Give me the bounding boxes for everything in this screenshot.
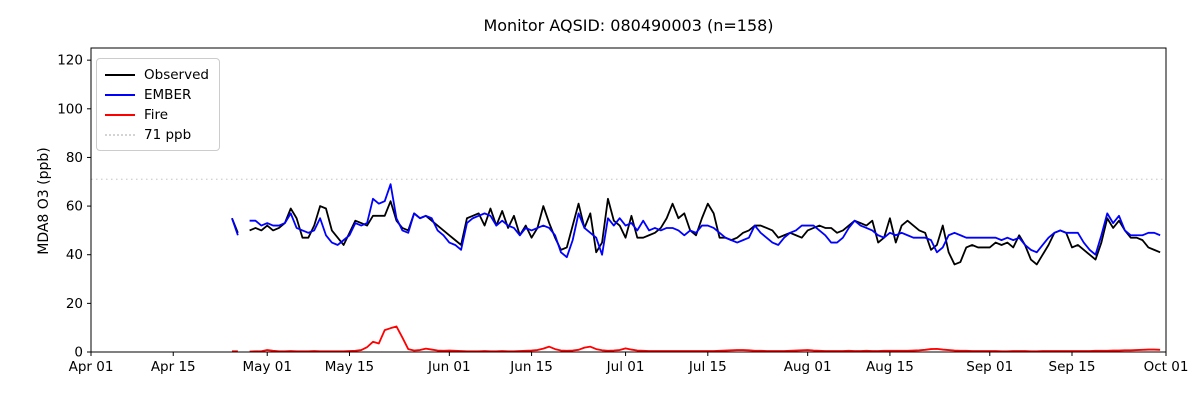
plot-area [91, 178, 1166, 353]
x-tick-label: Jul 15 [688, 359, 727, 375]
plot-frame [90, 47, 1167, 353]
threshold-line-sample [105, 134, 135, 136]
y-tick-label: 40 [66, 247, 83, 263]
legend-item-ember: EMBER [105, 85, 211, 105]
x-tick-label: Jun 01 [427, 359, 471, 375]
x-tick-label: May 01 [243, 359, 292, 375]
observed-line-sample [105, 74, 135, 76]
x-tick-label: Jul 01 [606, 359, 645, 375]
chart-title: Monitor AQSID: 080490003 (n=158) [483, 16, 774, 35]
legend-item-threshold: 71 ppb [105, 125, 211, 145]
y-tick-label: 80 [66, 150, 83, 166]
y-axis-label: MDA8 O3 (ppb) [36, 147, 52, 255]
axes: 0 20 40 60 80 100 120 Apr 01 Apr 15 May 01 May 15 J… [57, 47, 1189, 375]
fire-line-sample [105, 114, 135, 116]
legend-item-fire: Fire [105, 105, 211, 125]
x-tick-label: May 15 [325, 359, 374, 375]
y-tick-label: 60 [66, 199, 83, 215]
y-tick-label: 0 [74, 345, 83, 361]
x-tick-label: Apr 15 [151, 359, 196, 375]
legend-label-fire: Fire [144, 107, 169, 123]
legend-label-ember: EMBER [144, 87, 192, 103]
x-tick-label: Sep 01 [966, 359, 1013, 375]
y-tick-label: 100 [57, 101, 83, 117]
legend-label-threshold: 71 ppb [144, 127, 192, 143]
legend-label-observed: Observed [144, 67, 209, 83]
x-tick-label: Oct 01 [1144, 359, 1189, 375]
y-tick-label: 120 [57, 53, 83, 69]
x-tick-label: Jun 15 [509, 359, 553, 375]
x-tick-label: Apr 01 [69, 359, 114, 375]
series-line-fire [231, 325, 1161, 353]
x-tick-label: Aug 01 [784, 359, 832, 375]
ember-line-sample [105, 94, 135, 96]
x-tick-label: Aug 15 [866, 359, 914, 375]
legend: Observed EMBER Fire 71 ppb [96, 58, 220, 151]
series-line-ember [231, 183, 1161, 259]
x-tick-label: Sep 15 [1049, 359, 1096, 375]
legend-item-observed: Observed [105, 65, 211, 85]
y-tick-label: 20 [66, 296, 83, 312]
